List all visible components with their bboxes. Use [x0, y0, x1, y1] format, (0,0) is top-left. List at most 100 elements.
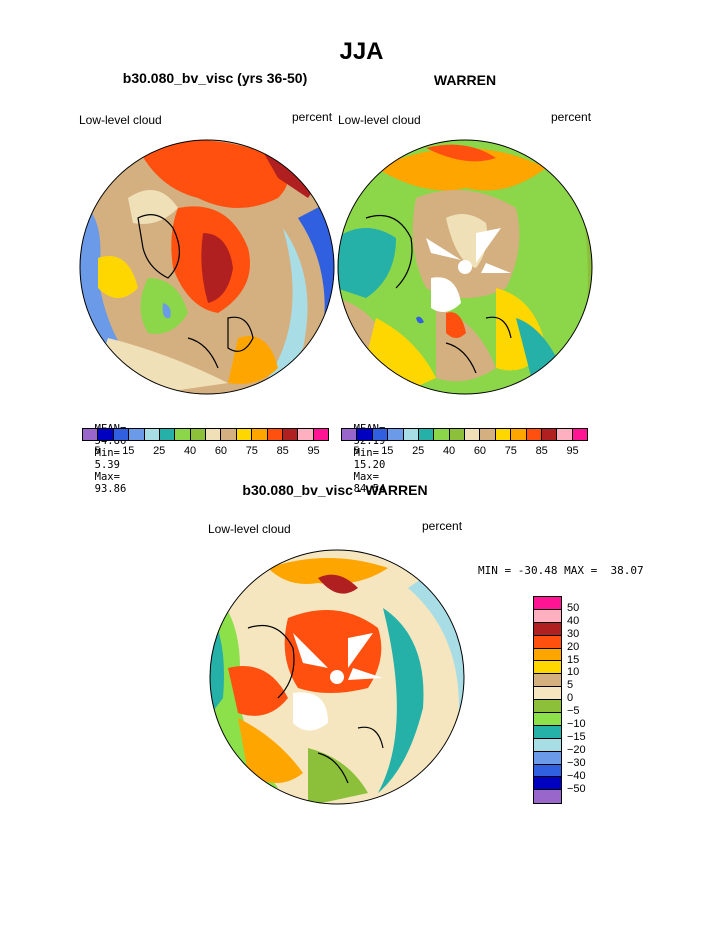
obs-colorbar-ticks: 5 15 25 40 60 75 85 95 — [341, 445, 588, 459]
diff-colorbar-swatch — [534, 622, 561, 636]
model-min-label: Min= — [94, 447, 120, 459]
colorbar-tick-label: 25 — [412, 445, 425, 457]
colorbar-tick-label: 15 — [122, 445, 135, 457]
diff-colorbar-tick-label: −5 — [567, 705, 580, 718]
colorbar-swatch — [572, 429, 587, 440]
colorbar-swatch — [541, 429, 558, 440]
diff-variable-label: Low-level cloud — [208, 522, 291, 536]
obs-colorbar — [341, 428, 588, 441]
diff-units-label: percent — [422, 519, 463, 533]
colorbar-swatch — [267, 429, 283, 440]
colorbar-swatch — [495, 429, 512, 440]
diff-colorbar-swatch — [534, 738, 561, 752]
colorbar-swatch — [357, 429, 373, 440]
model-polar-map — [79, 139, 335, 395]
colorbar-swatch — [342, 429, 358, 440]
diff-colorbar-swatch — [534, 674, 561, 688]
colorbar-tick-label: 85 — [535, 445, 548, 457]
colorbar-swatch — [175, 429, 191, 440]
diff-colorbar-tick-label: −40 — [567, 769, 586, 782]
colorbar-tick-label: 95 — [566, 445, 579, 457]
colorbar-tick-label: 40 — [442, 445, 456, 457]
colorbar-swatch — [403, 429, 419, 440]
colorbar-swatch — [313, 429, 328, 440]
obs-min-value: 15.20 — [353, 459, 386, 471]
diff-colorbar-swatch — [534, 790, 561, 804]
diff-colorbar-swatch — [534, 661, 561, 675]
page-title: JJA — [339, 38, 384, 65]
colorbar-swatch — [526, 429, 542, 440]
diff-stats: MIN = -30.48 MAX = 38.07 — [478, 564, 644, 577]
diff-colorbar-tick-label: 20 — [567, 640, 580, 653]
diff-colorbar-swatch — [534, 687, 561, 701]
colorbar-swatch — [511, 429, 527, 440]
colorbar-swatch — [418, 429, 435, 440]
diff-colorbar-tick-label: −20 — [567, 743, 586, 756]
diff-colorbar-swatch — [534, 713, 561, 726]
diff-colorbar-tick-label: −50 — [567, 782, 586, 795]
diff-colorbar-swatch — [534, 648, 561, 662]
diff-colorbar-tick-label: −10 — [567, 718, 586, 730]
diff-colorbar-swatch — [534, 777, 561, 791]
obs-polar-map — [337, 139, 593, 395]
diff-colorbar-swatch — [534, 635, 561, 649]
obs-units-label: percent — [551, 110, 592, 124]
colorbar-swatch — [144, 429, 160, 440]
diff-colorbar — [533, 596, 562, 805]
obs-max-label: Max= — [353, 471, 379, 483]
colorbar-swatch — [113, 429, 130, 440]
colorbar-swatch — [372, 429, 389, 440]
colorbar-swatch — [252, 429, 268, 440]
diff-colorbar-tick-label: −30 — [567, 756, 586, 769]
diff-colorbar-swatch — [534, 725, 561, 739]
obs-panel-title: WARREN — [433, 72, 497, 88]
colorbar-tick-label: 5 — [353, 445, 360, 457]
colorbar-swatch — [465, 429, 481, 440]
diff-colorbar-tick-label: 30 — [567, 627, 580, 640]
colorbar-tick-label: 95 — [307, 445, 320, 457]
diff-colorbar-swatch — [534, 751, 561, 765]
colorbar-swatch — [221, 429, 237, 440]
diff-colorbar-ticks — [0, 0, 1, 1]
colorbar-tick-label: 75 — [245, 445, 258, 457]
diff-panel-title: b30.080_bv_visc - WARREN — [242, 482, 428, 498]
colorbar-tick-label: 15 — [381, 445, 394, 457]
colorbar-tick-label: 5 — [94, 445, 101, 457]
colorbar-swatch — [480, 429, 496, 440]
obs-variable-label: Low-level cloud — [338, 113, 421, 127]
colorbar-tick-label: 40 — [183, 445, 197, 457]
colorbar-swatch — [206, 429, 222, 440]
colorbar-swatch — [298, 429, 314, 440]
colorbar-tick-label: 75 — [504, 445, 517, 457]
diff-colorbar-tick-label: 50 — [567, 601, 580, 614]
colorbar-tick-label: 85 — [276, 445, 289, 457]
colorbar-swatch — [557, 429, 573, 440]
obs-max-value: 84.54 — [353, 483, 386, 495]
colorbar-swatch — [434, 429, 450, 440]
diff-colorbar-tick-label: 15 — [567, 653, 580, 666]
model-variable-label: Low-level cloud — [79, 113, 162, 127]
model-panel-title: b30.080_bv_visc (yrs 36-50) — [122, 70, 308, 86]
colorbar-swatch — [449, 429, 465, 440]
colorbar-tick-label: 25 — [153, 445, 166, 457]
colorbar-swatch — [98, 429, 114, 440]
model-min-value: 5.39 — [94, 459, 120, 471]
colorbar-swatch — [83, 429, 99, 440]
model-max-value: 93.86 — [94, 483, 127, 495]
diff-colorbar-swatch — [534, 764, 561, 778]
colorbar-swatch — [129, 429, 145, 440]
diff-colorbar-swatch — [534, 700, 561, 714]
model-units-label: percent — [292, 110, 333, 124]
diff-colorbar-tick-label: 10 — [567, 666, 580, 679]
colorbar-tick-label: 60 — [473, 445, 487, 457]
model-colorbar — [82, 428, 329, 441]
colorbar-swatch — [282, 429, 299, 440]
colorbar-swatch — [190, 429, 206, 440]
model-colorbar-ticks: 5 15 25 40 60 75 85 95 — [82, 445, 329, 459]
diff-colorbar-tick-label: −15 — [567, 730, 586, 743]
colorbar-tick-label: 60 — [214, 445, 228, 457]
diff-colorbar-tick-label: 0 — [567, 692, 574, 705]
diff-colorbar-swatch — [534, 609, 561, 623]
colorbar-swatch — [159, 429, 176, 440]
obs-min-label: Min= — [353, 447, 379, 459]
